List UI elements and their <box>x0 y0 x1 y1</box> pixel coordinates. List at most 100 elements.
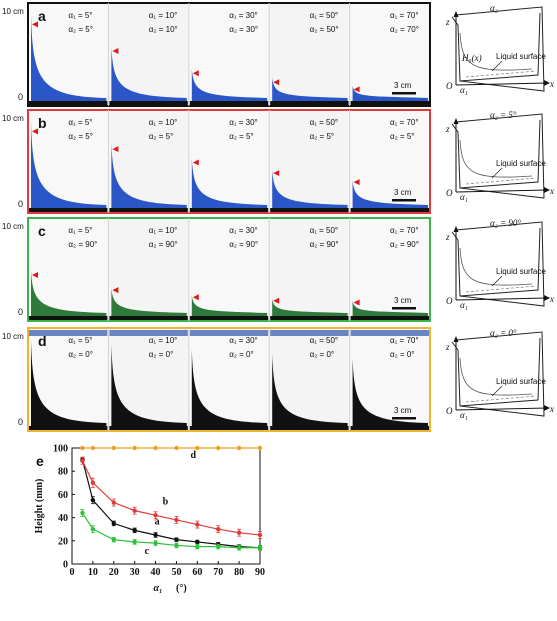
panel-floor <box>29 426 108 430</box>
alpha1-label: α₁ = 70° <box>390 11 419 20</box>
h0-label: H₀(x) <box>461 53 482 63</box>
alpha2-label: α₂ = 0° <box>149 350 174 359</box>
photo-panel: α₁ = 10° α₂ = 10° <box>107 3 188 106</box>
surface-pointer <box>491 385 503 397</box>
panel-floor <box>189 426 269 430</box>
zero-label: 0 <box>18 199 23 209</box>
alpha2-schematic-label: α₂ = 5° <box>490 110 517 120</box>
chart-e: e 0 10 20 30 40 50 60 70 80 90 0 20 40 60 80 100 Height (… <box>34 444 265 595</box>
origin-label: O <box>446 406 453 416</box>
panel-floor <box>350 101 429 105</box>
zero-label: 0 <box>18 307 23 317</box>
liquid-surface-curve <box>459 32 533 71</box>
tilted-plate <box>451 337 541 407</box>
photo-panel: α₁ = 10° α₂ = 5° <box>107 110 188 213</box>
photo-panel: α₁ = 70° α₂ = 5° <box>349 110 429 213</box>
panel-floor <box>29 101 108 105</box>
alpha1-label: α₁ = 50° <box>310 118 339 127</box>
series-d: d <box>80 445 263 461</box>
fluid-band <box>270 330 349 336</box>
liquid-surface-label: Liquid surface <box>496 377 546 386</box>
alpha1-label: α₁ = 10° <box>149 118 178 127</box>
data-point <box>132 539 137 545</box>
height-marker-icon <box>32 21 38 28</box>
data-point <box>153 532 158 538</box>
data-point <box>174 537 179 542</box>
zero-label: 0 <box>18 92 23 102</box>
scale-bar <box>392 92 416 95</box>
fluid-meniscus <box>272 169 348 211</box>
series-c: c <box>80 509 263 557</box>
panel-floor <box>189 316 269 320</box>
alpha1-label: α₁ = 5° <box>68 118 92 127</box>
data-point <box>111 445 116 451</box>
fluid-band <box>189 330 269 336</box>
alpha2-label: α₂ = 5° <box>390 132 415 141</box>
height-marker-icon <box>112 146 119 153</box>
photo-panel: α₁ = 5° α₂ = 5° <box>29 4 108 105</box>
alpha1-label: α₁ = 30° <box>229 118 258 127</box>
alpha2-label: α₂ = 5° <box>68 25 93 34</box>
fluid-meniscus <box>111 142 187 211</box>
x-axis <box>455 82 548 86</box>
fluid-meniscus <box>191 295 268 319</box>
photo-panel: α₁ = 70° α₂ = 0° <box>349 328 429 431</box>
height-marker-icon <box>353 299 360 306</box>
x-tick-label: 90 <box>255 567 265 578</box>
data-point <box>153 513 158 518</box>
height-marker-icon <box>32 128 38 135</box>
fluid-band <box>109 330 188 336</box>
panel-floor <box>270 208 349 212</box>
panel-bg <box>189 4 269 105</box>
alpha2-schematic-label: α₂ = 0° <box>490 328 517 338</box>
tilted-plate <box>451 12 541 82</box>
alpha1-label: α₁ = 50° <box>310 226 339 235</box>
panel-floor <box>109 101 188 105</box>
fluid-meniscus <box>191 158 268 211</box>
z-axis-label: z <box>445 124 450 134</box>
schematic-a: z x O α₁ α₂ Liquid surface H₀(x) <box>445 3 554 95</box>
liquid-surface-label: Liquid surface <box>496 52 546 61</box>
data-point <box>195 539 200 545</box>
alpha2-label: α₂ = 0° <box>68 350 93 359</box>
alpha2-label: α₂ = 70° <box>390 25 419 34</box>
data-point <box>174 445 179 451</box>
back-plate <box>455 221 545 307</box>
series-line <box>81 459 261 549</box>
panel-letter: b <box>38 115 47 131</box>
x-axis <box>455 189 548 193</box>
panel-bg <box>270 4 349 105</box>
z-axis-label: z <box>445 232 450 242</box>
fluid-band <box>29 330 108 336</box>
panel-floor <box>109 208 188 212</box>
liquid-surface-curve <box>459 139 533 178</box>
x-tick-label: 80 <box>234 567 244 578</box>
x-axis-unit: (°) <box>176 583 187 594</box>
top-scale-label: 10 cm <box>2 7 24 16</box>
z-axis-label: z <box>445 342 450 352</box>
scale-bar-label: 3 cm <box>394 406 412 415</box>
data-point <box>174 543 179 548</box>
series-label: b <box>163 497 169 508</box>
photo-panel: α₁ = 30° α₂ = 30° <box>188 3 269 106</box>
alpha2-label: α₂ = 10° <box>149 25 178 34</box>
z-arrow-icon <box>453 11 459 17</box>
liquid-base-line <box>465 177 537 185</box>
x-tick-label: 20 <box>109 567 119 578</box>
alpha1-label: α₁ = 50° <box>310 11 339 20</box>
scale-bar <box>392 199 416 202</box>
data-point <box>257 445 263 451</box>
panel-floor <box>350 426 429 430</box>
panel-bg <box>350 111 429 212</box>
alpha2-schematic-label: α₂ <box>490 3 498 13</box>
fluid-meniscus <box>352 358 428 429</box>
x-tick-label: 10 <box>88 567 98 578</box>
fluid-meniscus <box>111 288 187 319</box>
panel-floor <box>350 208 429 212</box>
photo-panel: α₁ = 50° α₂ = 90° <box>268 218 349 321</box>
series-b: b <box>80 456 263 539</box>
y-tick-label: 40 <box>58 513 68 524</box>
panel-floor <box>270 316 349 320</box>
fluid-meniscus <box>31 270 107 319</box>
